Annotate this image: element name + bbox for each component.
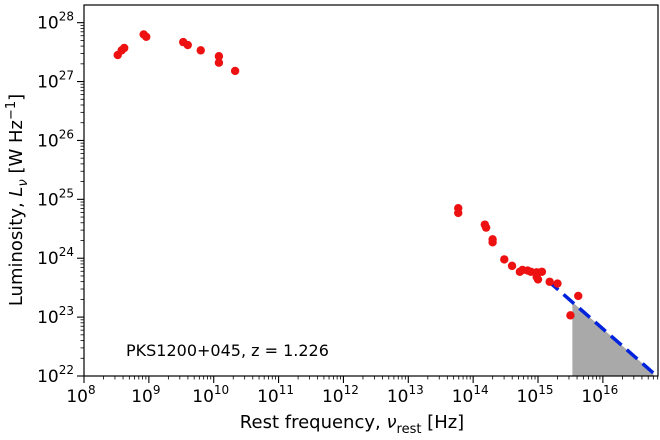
- x-tick-label: 1015: [517, 383, 554, 407]
- data-point: [566, 311, 575, 320]
- data-point: [537, 267, 547, 276]
- model-line-segment: [546, 279, 655, 375]
- y-tick-label: 1027: [37, 69, 74, 93]
- x-tick-label: 1013: [387, 383, 424, 407]
- x-tick-label: 108: [66, 383, 95, 407]
- data-point: [120, 43, 129, 53]
- data-points: [113, 30, 583, 320]
- x-tick-label: 1010: [192, 383, 229, 407]
- data-point: [500, 255, 509, 264]
- plot-frame: [83, 4, 659, 377]
- x-tick-label: 1011: [257, 383, 294, 407]
- data-point: [214, 58, 224, 67]
- data-point: [545, 277, 554, 286]
- data-point: [481, 223, 491, 232]
- model-fit-line: [546, 279, 655, 375]
- y-tick-label: 1026: [37, 127, 74, 151]
- data-point: [488, 238, 497, 247]
- x-tick-label: 109: [131, 383, 160, 407]
- x-axis-ticks: 108 109 1010 1011 1012 1013 1014 1015 1016: [66, 376, 659, 407]
- x-tick-label: 1012: [322, 383, 359, 407]
- y-axis-title: Luminosity, Lν [W Hz−1]: [4, 94, 31, 306]
- data-point: [214, 52, 224, 61]
- y-tick-label: 1022: [37, 363, 74, 387]
- data-point: [454, 208, 463, 218]
- x-axis-title: Rest frequency, νrest [Hz]: [240, 412, 464, 437]
- data-point: [183, 40, 192, 50]
- y-tick-label: 1025: [37, 186, 74, 210]
- x-tick-label: 1016: [581, 383, 618, 407]
- y-axis-ticks: 1022 1023 1024 1025 1026 1027 1028: [37, 10, 84, 387]
- y-tick-label: 1023: [37, 304, 74, 328]
- data-point: [507, 261, 517, 271]
- y-tick-label: 1028: [37, 10, 74, 34]
- object-annotation: PKS1200+045, z = 1.226: [126, 341, 329, 360]
- x-tick-label: 1014: [452, 383, 489, 407]
- data-point: [196, 46, 205, 55]
- data-point: [553, 279, 562, 288]
- data-point: [574, 291, 583, 301]
- data-point: [230, 66, 240, 76]
- data-point: [142, 32, 151, 41]
- y-tick-label: 1024: [37, 245, 74, 269]
- data-point: [533, 275, 543, 284]
